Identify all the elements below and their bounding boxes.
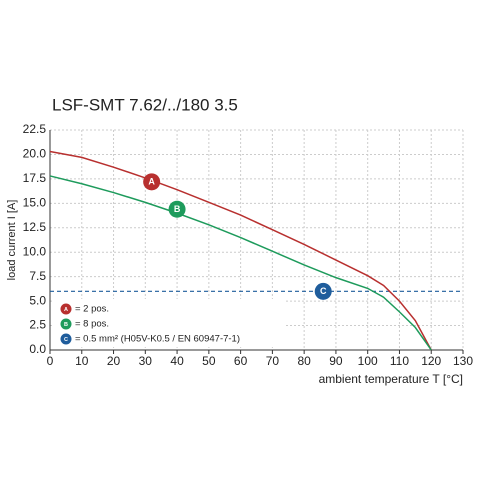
x-tick-label: 80 <box>297 354 311 368</box>
x-tick-label: 40 <box>170 354 184 368</box>
x-axis-label: ambient temperature T [°C] <box>319 372 463 386</box>
marker-anchor <box>314 282 332 300</box>
chart-title: LSF-SMT 7.62/../180 3.5 <box>52 95 238 114</box>
marker-letter: C <box>320 286 327 296</box>
x-tick-label: 130 <box>453 354 473 368</box>
y-tick-label: 12.5 <box>23 220 47 234</box>
y-tick-label: 22.5 <box>23 122 47 136</box>
y-tick-label: 20.0 <box>23 147 47 161</box>
x-tick-label: 50 <box>202 354 216 368</box>
x-tick-label: 90 <box>329 354 343 368</box>
x-tick-label: 60 <box>234 354 248 368</box>
y-axis-label: load current I [A] <box>6 200 18 281</box>
x-tick-label: 110 <box>390 354 409 368</box>
y-tick-label: 5.0 <box>29 293 46 307</box>
y-tick-label: 10.0 <box>23 244 47 258</box>
y-tick-label: 7.5 <box>29 269 46 283</box>
x-tick-label: 100 <box>358 354 378 368</box>
marker-letter: A <box>64 307 68 313</box>
marker-anchor <box>168 200 186 218</box>
x-tick-label: 10 <box>75 354 89 368</box>
legend-label: = 0.5 mm² (H05V-K0.5 / EN 60947-7-1) <box>75 334 240 345</box>
marker-letter: B <box>174 204 181 214</box>
legend-box <box>54 299 284 347</box>
y-tick-label: 0.0 <box>29 342 46 356</box>
curve <box>49 150 432 351</box>
x-tick-label: 70 <box>266 354 280 368</box>
x-tick-label: 0 <box>47 354 54 368</box>
marker-badge <box>60 333 72 345</box>
x-tick-label: 120 <box>421 354 441 368</box>
legend-label: = 8 pos. <box>75 319 109 330</box>
y-tick-label: 15.0 <box>23 196 47 210</box>
curve <box>49 175 432 351</box>
marker-letter: A <box>148 177 155 187</box>
marker-letter: B <box>64 322 68 328</box>
y-tick-label: 2.5 <box>29 318 46 332</box>
legend-label: = 2 pos. <box>75 304 109 315</box>
marker-anchor <box>143 173 161 191</box>
marker-letter: C <box>64 337 68 343</box>
marker-badge <box>60 318 72 330</box>
y-tick-label: 17.5 <box>23 171 47 185</box>
marker-badge <box>60 303 72 315</box>
x-tick-label: 30 <box>139 354 153 368</box>
x-tick-label: 20 <box>107 354 121 368</box>
